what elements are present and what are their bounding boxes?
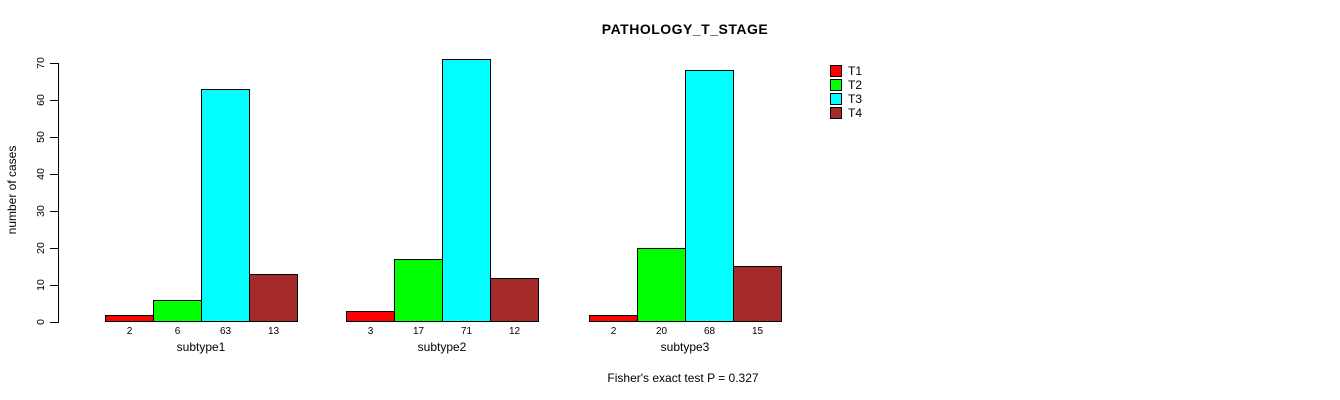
bar-value-label: 3 [367, 326, 374, 337]
bar-t2-subtype1 [153, 300, 202, 322]
legend-label: T1 [848, 64, 863, 78]
legend-item-t3: T3 [830, 92, 862, 106]
category-label-subtype1: subtype1 [176, 340, 226, 354]
bar-t1-subtype1 [105, 315, 154, 322]
y-tick [50, 100, 58, 101]
bar-t1-subtype2 [346, 311, 395, 322]
y-tick [50, 211, 58, 212]
legend-swatch-t4 [830, 107, 842, 119]
y-tick-label: 50 [35, 131, 47, 143]
y-tick-label: 70 [35, 57, 47, 69]
bar-value-label: 2 [610, 326, 617, 337]
bar-t3-subtype2 [442, 59, 491, 322]
legend-swatch-t1 [830, 65, 842, 77]
y-axis-line [58, 63, 59, 323]
bar-value-label: 15 [751, 326, 764, 337]
bar-t3-subtype1 [201, 89, 250, 322]
bar-value-label: 2 [126, 326, 133, 337]
bar-value-label: 71 [460, 326, 473, 337]
y-tick-label: 20 [35, 242, 47, 254]
category-label-subtype3: subtype3 [660, 340, 710, 354]
legend-swatch-t3 [830, 93, 842, 105]
bar-value-label: 6 [174, 326, 181, 337]
y-tick [50, 63, 58, 64]
legend-label: T4 [848, 106, 863, 120]
chart-title: PATHOLOGY_T_STAGE [601, 21, 769, 37]
bar-t4-subtype3 [733, 266, 782, 322]
category-label-subtype2: subtype2 [417, 340, 467, 354]
y-tick-label: 30 [35, 205, 47, 217]
bar-value-label: 68 [703, 326, 716, 337]
bar-t1-subtype3 [589, 315, 638, 322]
y-tick-label: 40 [35, 168, 47, 180]
y-tick [50, 322, 58, 323]
footnote-text: Fisher's exact test P = 0.327 [607, 371, 759, 385]
bar-value-label: 12 [508, 326, 521, 337]
y-tick [50, 137, 58, 138]
legend: T1 T2 T3 T4 [830, 64, 862, 120]
bar-t4-subtype1 [249, 274, 298, 322]
y-axis-label: number of cases [5, 145, 19, 235]
y-tick [50, 174, 58, 175]
bar-t3-subtype3 [685, 70, 734, 322]
legend-item-t1: T1 [830, 64, 862, 78]
legend-label: T2 [848, 78, 863, 92]
legend-item-t2: T2 [830, 78, 862, 92]
y-tick-label: 0 [35, 319, 47, 325]
legend-label: T3 [848, 92, 863, 106]
y-tick-label: 10 [35, 279, 47, 291]
bar-t4-subtype2 [490, 278, 539, 322]
bar-value-label: 13 [267, 326, 280, 337]
bar-value-label: 17 [412, 326, 425, 337]
legend-swatch-t2 [830, 79, 842, 91]
legend-item-t4: T4 [830, 106, 862, 120]
bar-value-label: 63 [219, 326, 232, 337]
bar-t2-subtype3 [637, 248, 686, 322]
bar-t2-subtype2 [394, 259, 443, 322]
bar-value-label: 20 [655, 326, 668, 337]
y-tick-label: 60 [35, 94, 47, 106]
y-tick [50, 248, 58, 249]
y-tick [50, 285, 58, 286]
